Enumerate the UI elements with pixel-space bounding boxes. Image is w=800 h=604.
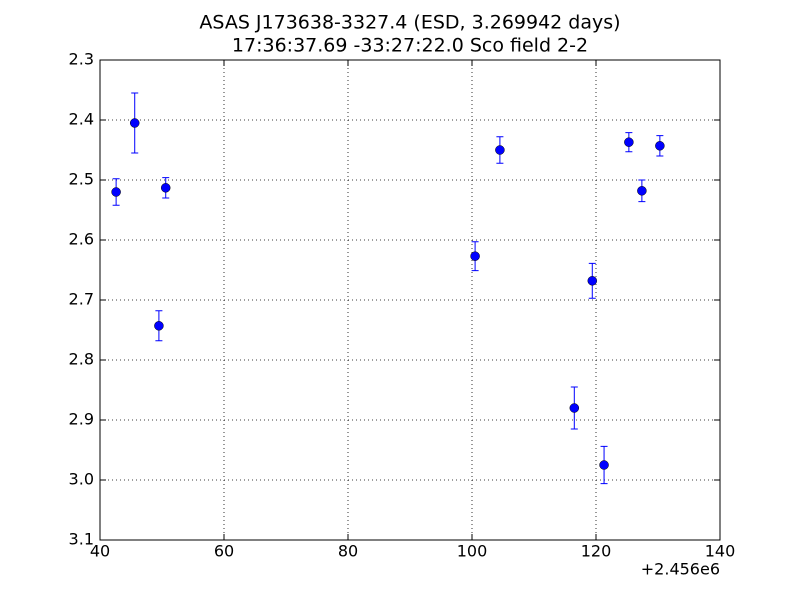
chart-subtitle: 17:36:37.69 -33:27:22.0 Sco field 2-2 — [232, 35, 588, 57]
x-tick-label: 60 — [214, 542, 234, 561]
x-tick-label: 80 — [338, 542, 358, 561]
y-tick-label: 2.6 — [69, 230, 94, 249]
y-tick-label: 2.3 — [69, 50, 94, 69]
y-tick-label: 3.1 — [69, 530, 94, 549]
x-offset-label: +2.456e6 — [641, 560, 720, 579]
data-point — [129, 118, 140, 128]
x-tick-label: 40 — [90, 542, 110, 561]
data-point — [154, 321, 164, 331]
data-point — [495, 145, 505, 155]
y-tick-label: 2.9 — [69, 410, 94, 429]
data-point — [655, 141, 665, 151]
data-point — [569, 403, 580, 413]
chart-title: ASAS J173638-3327.4 (ESD, 3.269942 days) — [199, 12, 620, 34]
data-point — [599, 460, 609, 470]
data-point — [470, 251, 480, 261]
data-point — [624, 137, 634, 147]
x-tick-label: 120 — [581, 542, 612, 561]
x-tick-label: 100 — [457, 542, 488, 561]
data-point — [160, 183, 171, 193]
data-point — [111, 187, 121, 197]
y-tick-label: 2.5 — [69, 170, 94, 189]
data-point — [637, 186, 647, 196]
y-tick-label: 2.7 — [69, 290, 94, 309]
y-tick-label: 2.8 — [69, 350, 94, 369]
y-tick-label: 2.4 — [69, 110, 94, 129]
data-point — [587, 276, 598, 286]
x-tick-label: 140 — [705, 542, 736, 561]
y-tick-label: 3.0 — [69, 470, 94, 489]
plot-frame — [99, 59, 721, 541]
